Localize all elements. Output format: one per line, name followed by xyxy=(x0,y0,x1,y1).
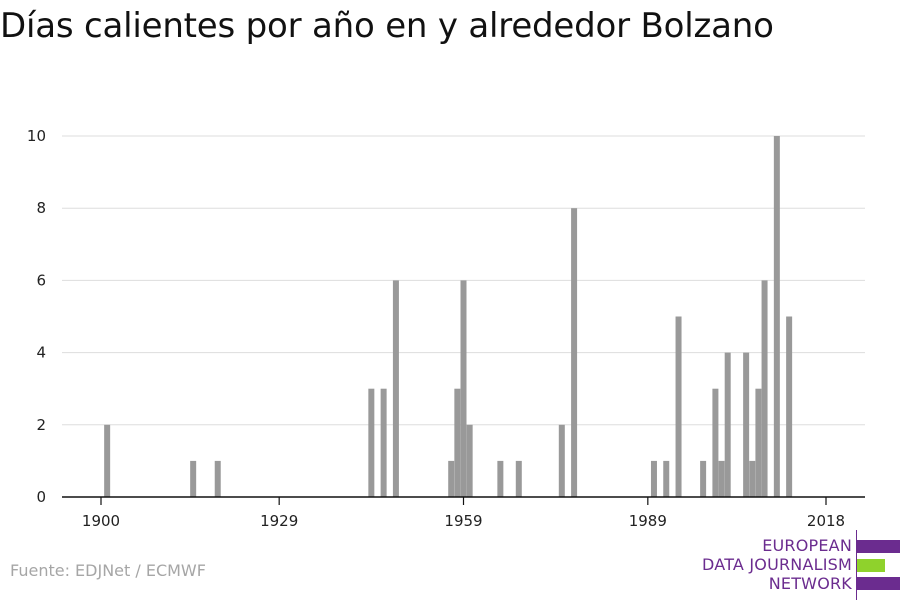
bar xyxy=(380,388,387,497)
y-tick-label: 4 xyxy=(36,344,46,362)
bar xyxy=(368,388,375,497)
bar xyxy=(761,280,768,497)
bar xyxy=(460,280,467,497)
bar xyxy=(718,460,725,497)
bar xyxy=(675,316,682,497)
bar xyxy=(773,136,780,497)
bar xyxy=(190,460,197,497)
bar xyxy=(448,460,455,497)
bar xyxy=(650,460,657,497)
y-tick-label: 0 xyxy=(36,488,46,506)
logo-line-3: NETWORK xyxy=(768,574,852,593)
x-ticks: 1900 1929 1959 1989 2018 xyxy=(82,497,845,530)
bar xyxy=(749,460,756,497)
x-tick-label: 1929 xyxy=(260,512,298,530)
bars xyxy=(104,136,793,497)
bar xyxy=(214,460,221,497)
y-tick-label: 6 xyxy=(36,271,46,289)
logo-bar-purple-bottom xyxy=(857,577,900,590)
y-ticks: 0 2 4 6 8 10 xyxy=(27,127,46,506)
bar xyxy=(558,424,565,497)
bar xyxy=(743,352,750,497)
x-tick-label: 1959 xyxy=(444,512,482,530)
logo-divider xyxy=(856,530,857,600)
logo-line-2: DATA JOURNALISM xyxy=(702,555,852,574)
bar xyxy=(663,460,670,497)
bar xyxy=(104,424,111,497)
bar xyxy=(786,316,793,497)
bar xyxy=(454,388,461,497)
bar xyxy=(515,460,522,497)
bar xyxy=(755,388,762,497)
y-tick-label: 10 xyxy=(27,127,46,145)
bar xyxy=(466,424,473,497)
bar xyxy=(712,388,719,497)
x-tick-label: 1989 xyxy=(629,512,667,530)
logo-bar-purple-top xyxy=(857,540,900,553)
bar xyxy=(700,460,707,497)
y-tick-label: 2 xyxy=(36,416,46,434)
x-tick-label: 1900 xyxy=(82,512,120,530)
logo-bar-green xyxy=(857,559,885,572)
edjnet-logo: EUROPEAN DATA JOURNALISM NETWORK xyxy=(700,530,900,600)
source-note: Fuente: EDJNet / ECMWF xyxy=(10,561,206,580)
y-tick-label: 8 xyxy=(36,199,46,217)
bar xyxy=(724,352,731,497)
chart-title: Días calientes por año en y alrededor Bo… xyxy=(0,6,774,46)
logo-line-1: EUROPEAN xyxy=(762,536,852,555)
x-tick-label: 2018 xyxy=(807,512,845,530)
bar xyxy=(392,280,399,497)
bar xyxy=(571,208,578,497)
bar xyxy=(497,460,504,497)
